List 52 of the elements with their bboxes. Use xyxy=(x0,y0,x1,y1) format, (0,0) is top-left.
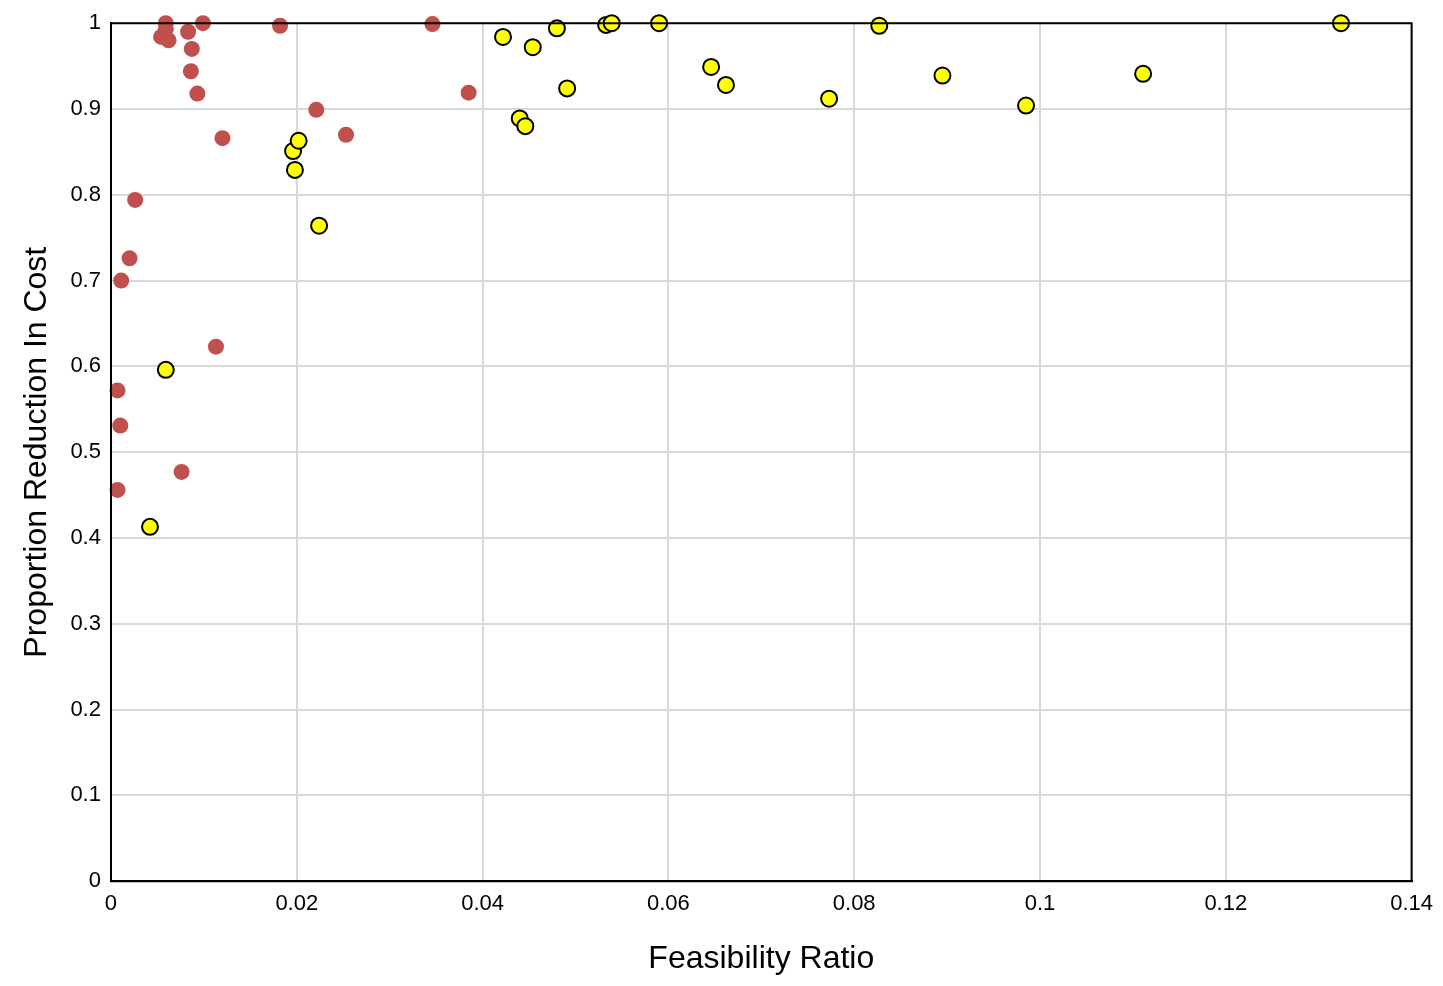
y-tick-label: 1 xyxy=(88,9,101,35)
point xyxy=(189,85,206,102)
point xyxy=(1017,96,1036,115)
point xyxy=(112,417,129,434)
point xyxy=(173,463,190,480)
x-tick-label: 0.02 xyxy=(275,890,319,916)
x-axis-title: Feasibility Ratio xyxy=(648,938,875,975)
point xyxy=(460,84,477,101)
x-tick-label: 0.12 xyxy=(1204,890,1248,916)
point xyxy=(180,23,197,40)
x-tick-label: 0.04 xyxy=(461,890,504,916)
point xyxy=(183,40,200,57)
point xyxy=(207,338,224,355)
x-tick-label: 0.06 xyxy=(646,890,690,916)
point xyxy=(127,191,144,208)
y-tick-label: 0.1 xyxy=(70,781,101,807)
point xyxy=(113,272,130,289)
point xyxy=(141,517,159,536)
y-tick-label: 0.8 xyxy=(70,180,101,206)
y-tick-label: 0.9 xyxy=(70,95,101,121)
y-axis-title: Proportion Reduction In Cost xyxy=(17,246,54,658)
point xyxy=(285,160,304,179)
point xyxy=(523,38,542,57)
point xyxy=(933,66,952,85)
x-tick-label: 0 xyxy=(104,890,118,916)
point xyxy=(494,27,513,46)
point xyxy=(1134,64,1153,83)
point xyxy=(820,89,839,108)
point xyxy=(121,250,138,267)
point xyxy=(182,63,199,80)
point xyxy=(516,117,535,136)
point xyxy=(702,57,721,76)
y-tick-label: 0.5 xyxy=(70,438,101,464)
y-tick-label: 0 xyxy=(88,867,101,893)
point xyxy=(156,360,175,379)
point xyxy=(160,32,177,49)
y-tick-label: 0.3 xyxy=(70,609,101,635)
x-tick-label: 0.1 xyxy=(1024,890,1056,916)
point xyxy=(289,131,308,150)
point xyxy=(109,481,126,498)
y-tick-label: 0.2 xyxy=(70,695,101,721)
point xyxy=(338,126,355,143)
point xyxy=(214,130,231,147)
point xyxy=(716,75,735,94)
point xyxy=(310,216,329,235)
x-tick-label: 0.08 xyxy=(832,890,876,916)
x-tick-label: 0.14 xyxy=(1390,890,1433,916)
y-tick-label: 0.7 xyxy=(70,266,101,292)
point xyxy=(558,79,577,98)
y-tick-label: 0.4 xyxy=(70,524,101,550)
point xyxy=(308,101,325,118)
y-tick-label: 0.6 xyxy=(70,352,101,378)
